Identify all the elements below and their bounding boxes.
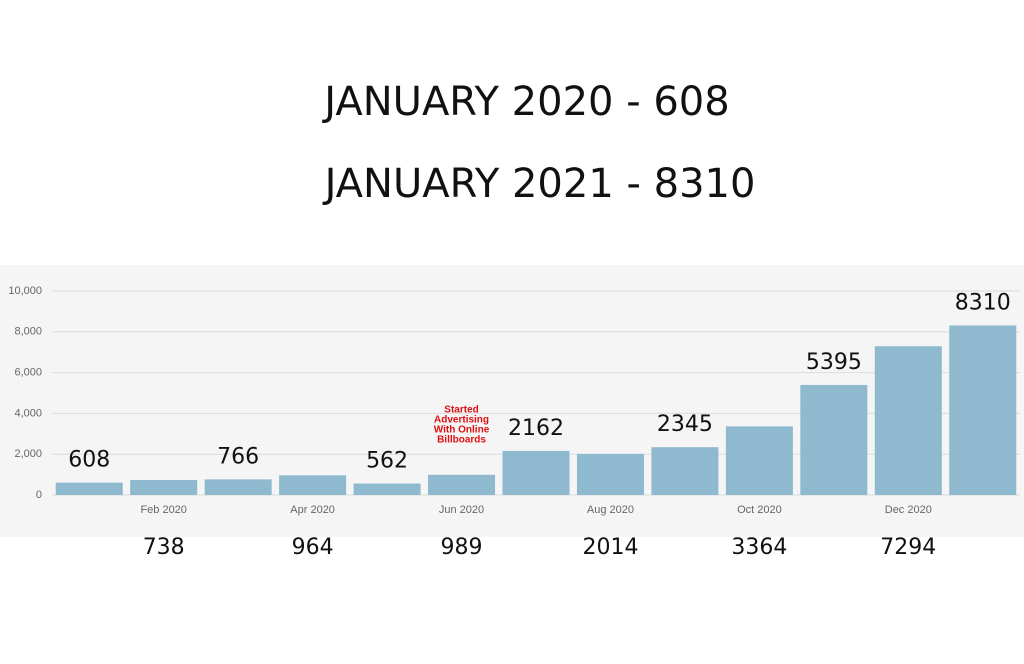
x-tick-label: Oct 2020: [737, 504, 782, 516]
data-label: 2014: [582, 535, 638, 560]
bar: [800, 384, 868, 495]
y-tick-label: 0: [36, 489, 42, 501]
y-tick-label: 6,000: [14, 367, 42, 379]
x-tick-label: Feb 2020: [140, 504, 186, 516]
data-label: 964: [292, 535, 334, 560]
bar: [353, 483, 421, 495]
annotation: With Online: [434, 425, 490, 436]
data-label: 8310: [955, 290, 1011, 315]
annotation: Billboards: [437, 435, 486, 446]
bar: [428, 474, 496, 495]
y-tick-label: 2,000: [14, 448, 42, 460]
y-tick-label: 8,000: [14, 326, 42, 338]
bar: [55, 482, 123, 495]
data-label: 766: [217, 444, 259, 469]
data-label: 989: [441, 535, 483, 560]
data-label: 7294: [880, 535, 936, 560]
bar: [279, 475, 347, 495]
bar: [651, 447, 719, 495]
data-label: 738: [143, 535, 185, 560]
data-label: 2345: [657, 412, 713, 437]
plot-background: [0, 265, 1024, 537]
chart-subtitle: JANUARY 2021 - 8310: [322, 161, 756, 207]
x-tick-label: Dec 2020: [885, 504, 932, 516]
annotation: Advertising: [434, 415, 489, 426]
bar: [502, 450, 570, 495]
bar: [130, 479, 198, 495]
bar: [725, 426, 793, 495]
bar: [576, 453, 644, 495]
data-label: 608: [68, 448, 110, 473]
y-tick-label: 10,000: [8, 285, 42, 297]
bar: [949, 325, 1017, 495]
y-tick-label: 4,000: [14, 407, 42, 419]
x-tick-label: Aug 2020: [587, 504, 634, 516]
bar: [204, 479, 272, 495]
bar: [874, 346, 942, 495]
data-label: 562: [366, 449, 408, 474]
annotation: Started: [444, 405, 478, 416]
data-label: 3364: [731, 535, 787, 560]
data-label: 2162: [508, 416, 564, 441]
x-tick-label: Apr 2020: [290, 504, 335, 516]
chart-title: JANUARY 2020 - 608: [321, 79, 729, 125]
x-tick-label: Jun 2020: [439, 504, 484, 516]
data-label: 5395: [806, 350, 862, 375]
